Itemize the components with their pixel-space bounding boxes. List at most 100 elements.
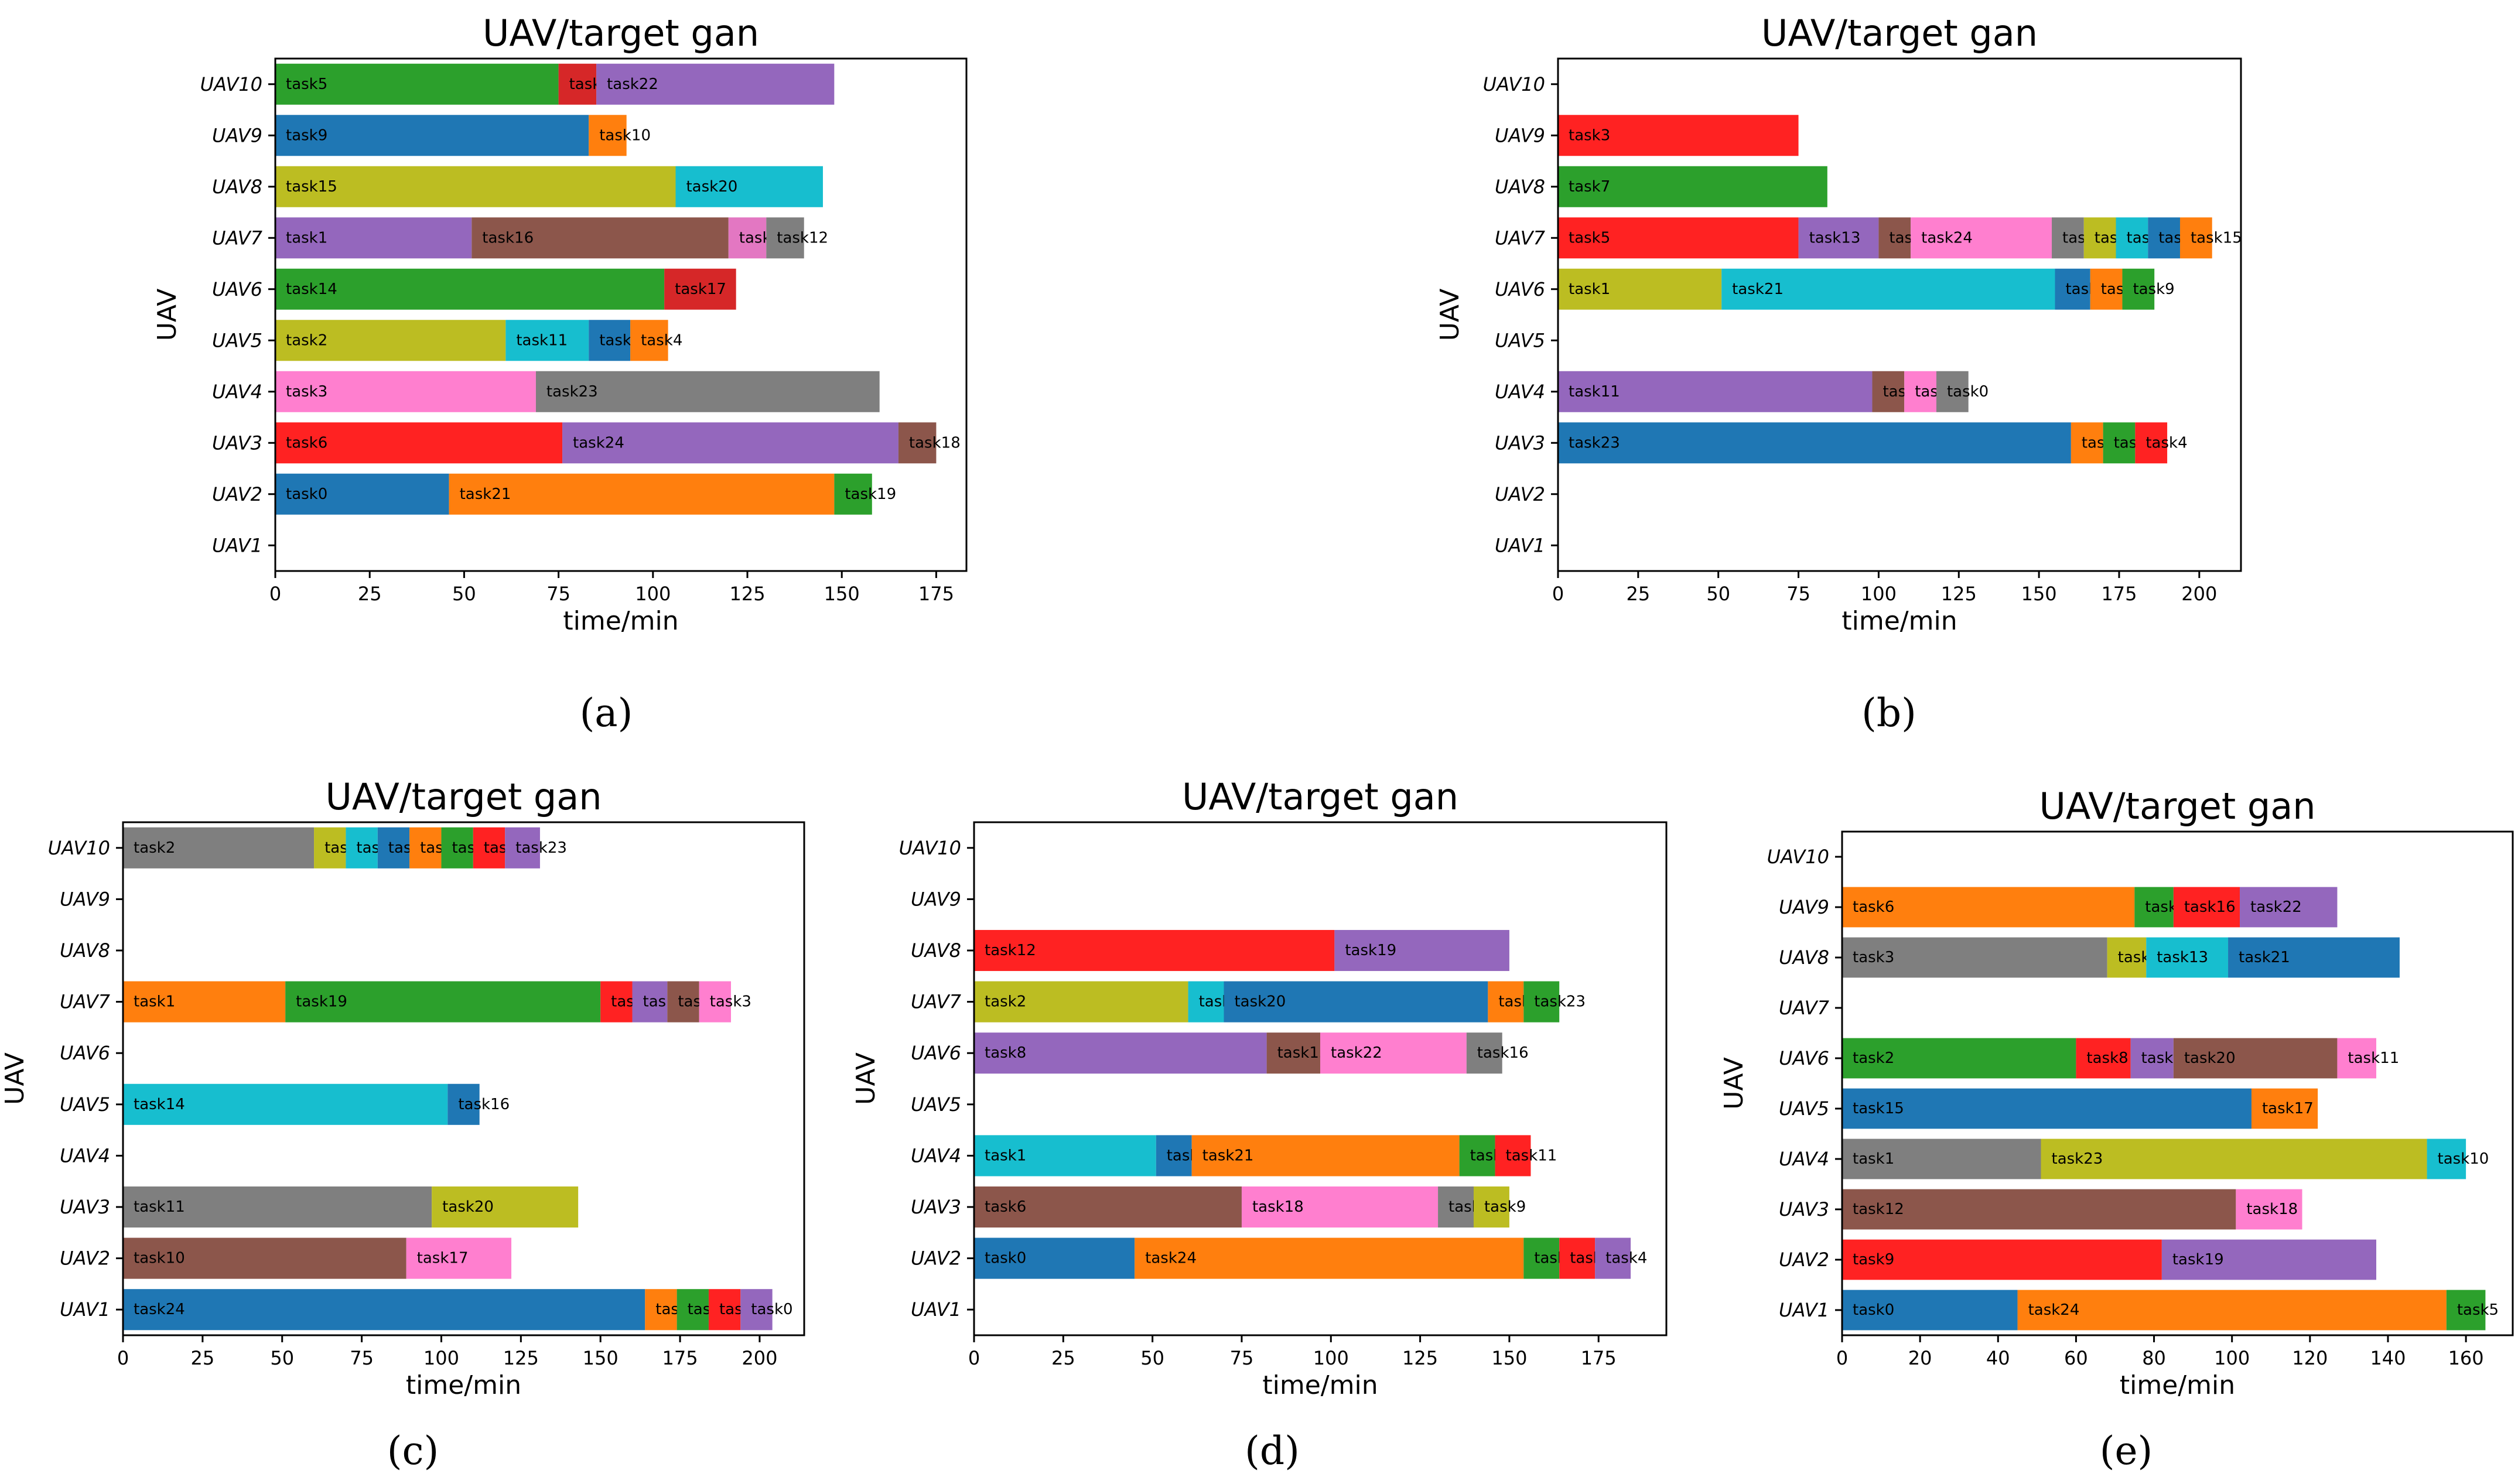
task-bar [1558, 115, 1799, 156]
task-label: task24 [134, 1301, 185, 1318]
task-bar [2122, 268, 2155, 310]
y-tick-label: UAV4 [1779, 1148, 1829, 1170]
x-tick-label: 75 [546, 583, 570, 605]
task-bar [1523, 981, 1560, 1023]
x-tick-label: 25 [1626, 583, 1650, 605]
task-label: task15 [2191, 229, 2242, 247]
task-bar [974, 929, 1335, 972]
x-tick-label: 50 [1706, 583, 1730, 605]
task-bar [1488, 981, 1524, 1023]
task-bar [2083, 217, 2116, 259]
task-label: task1 [1569, 281, 1610, 298]
task-bar [1872, 371, 1905, 412]
task-bar [1188, 981, 1224, 1023]
task-label: task3 [286, 383, 327, 401]
task-bar [123, 981, 286, 1023]
task-bar [1191, 1135, 1460, 1177]
task-bar [275, 473, 449, 515]
task-bar [2071, 422, 2103, 464]
y-axis-label: UAV [0, 1052, 30, 1105]
task-label: task21 [1202, 1147, 1254, 1164]
x-tick-label: 140 [2370, 1347, 2406, 1369]
y-tick-label: UAV1 [212, 534, 262, 556]
x-tick-label: 175 [1581, 1347, 1617, 1369]
y-tick-label: UAV2 [1495, 483, 1545, 505]
x-tick-label: 60 [2064, 1347, 2088, 1369]
y-tick-label: UAV6 [911, 1042, 961, 1064]
task-bar [409, 827, 442, 868]
task-label: task8 [2086, 1049, 2128, 1067]
task-bar [2135, 422, 2168, 464]
task-label: task13 [1809, 229, 1861, 247]
x-tick-label: 80 [2142, 1347, 2166, 1369]
x-tick-label: 0 [968, 1347, 980, 1369]
task-bar [664, 268, 736, 310]
task-label: task12 [985, 942, 1036, 959]
task-bar [1558, 422, 2071, 464]
task-bar [346, 827, 378, 868]
task-bar [1241, 1186, 1439, 1228]
task-bar [2148, 217, 2180, 259]
task-label: task4 [641, 331, 682, 349]
task-bar [2240, 887, 2338, 928]
task-bar [898, 422, 937, 464]
task-label: task12 [777, 229, 828, 247]
x-tick-label: 100 [1861, 583, 1897, 605]
y-tick-label: UAV8 [1779, 946, 1829, 969]
task-bar [1798, 217, 1879, 259]
x-axis-label: time/min [563, 606, 678, 636]
task-bar [2236, 1189, 2302, 1230]
y-tick-label: UAV5 [911, 1093, 961, 1116]
task-bar [2055, 268, 2090, 310]
task-bar [834, 473, 872, 515]
x-axis-label: time/min [1841, 606, 1957, 636]
x-tick-label: 150 [824, 583, 860, 605]
y-tick-label: UAV3 [1495, 432, 1545, 454]
x-tick-label: 150 [1491, 1347, 1527, 1369]
task-label: task20 [686, 178, 737, 196]
task-bar [447, 1083, 480, 1125]
task-bar [275, 115, 589, 156]
task-bar [1495, 1135, 1531, 1177]
y-tick-label: UAV1 [1495, 534, 1545, 556]
x-tick-label: 150 [583, 1347, 619, 1369]
x-axis-label: time/min [406, 1370, 521, 1400]
task-label: task19 [296, 993, 347, 1011]
task-bar [123, 827, 315, 868]
x-tick-label: 100 [2214, 1347, 2250, 1369]
y-tick-label: UAV5 [60, 1093, 110, 1116]
y-tick-label: UAV5 [1495, 329, 1545, 351]
task-bar [1559, 1237, 1595, 1279]
task-bar [1459, 1135, 1495, 1177]
x-tick-label: 150 [2021, 583, 2057, 605]
x-tick-label: 100 [423, 1347, 459, 1369]
task-label: task6 [1853, 898, 1894, 916]
x-tick-label: 100 [1313, 1347, 1349, 1369]
chart-title: UAV/target gan [2039, 785, 2316, 828]
task-bar [275, 320, 506, 361]
task-bar [1135, 1237, 1524, 1279]
task-label: task11 [2348, 1049, 2399, 1067]
task-label: task10 [2438, 1150, 2489, 1168]
task-bar [1558, 166, 1827, 207]
task-bar [589, 115, 627, 156]
task-label: task11 [134, 1198, 185, 1216]
y-tick-label: UAV7 [212, 227, 263, 249]
task-label: task4 [2145, 434, 2187, 452]
task-label: task17 [675, 281, 726, 298]
task-bar [1878, 217, 1911, 259]
y-axis-label: UAV [1435, 289, 1465, 341]
task-label: task2 [134, 839, 175, 857]
x-tick-label: 40 [1986, 1347, 2010, 1369]
task-bar [275, 422, 563, 464]
axes-frame [122, 821, 805, 1336]
task-bar [677, 1289, 709, 1331]
task-bar [2427, 1138, 2466, 1179]
task-bar [589, 320, 631, 361]
task-bar [1842, 887, 2135, 928]
task-bar [535, 371, 880, 412]
axes-frame [1557, 57, 2242, 572]
task-bar [1438, 1186, 1474, 1228]
